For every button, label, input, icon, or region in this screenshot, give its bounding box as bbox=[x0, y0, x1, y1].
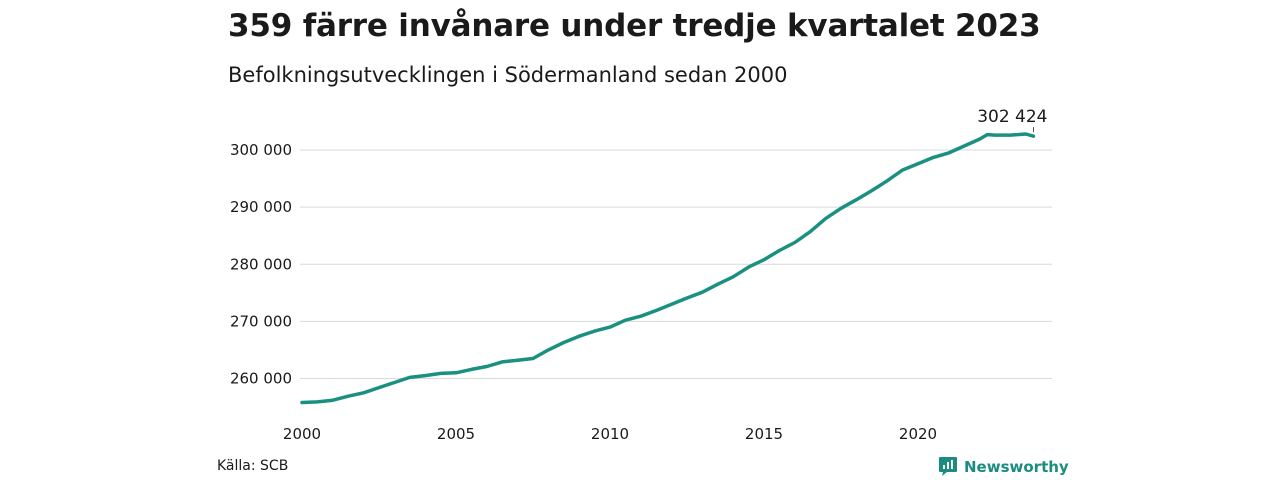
source-note: Källa: SCB bbox=[217, 458, 289, 474]
y-tick-label: 270 000 bbox=[230, 312, 292, 330]
series-layer bbox=[300, 132, 1036, 405]
x-tick-label: 2000 bbox=[283, 425, 321, 443]
annotation-layer: 302 424 bbox=[977, 107, 1048, 133]
series-line-population bbox=[300, 132, 1036, 405]
grid-lines bbox=[300, 149, 1052, 379]
end-value-label: 302 424 bbox=[977, 107, 1047, 127]
x-tick-label: 2010 bbox=[591, 425, 629, 443]
x-tick-label: 2015 bbox=[745, 425, 783, 443]
chart-title: 359 färre invånare under tredje kvartale… bbox=[228, 8, 1041, 44]
y-tick-label: 260 000 bbox=[230, 370, 292, 388]
x-tick-label: 2005 bbox=[437, 425, 475, 443]
y-axis-tick-labels: 260 000 270 000 280 000 290 000 300 000 bbox=[230, 141, 292, 388]
newsworthy-logo-icon bbox=[939, 457, 957, 476]
x-axis-tick-labels: 2000 2005 2010 2015 2020 bbox=[283, 425, 937, 443]
y-tick-label: 290 000 bbox=[230, 198, 292, 216]
brand-name: Newsworthy bbox=[964, 457, 1069, 476]
x-tick-label: 2020 bbox=[899, 425, 937, 443]
y-tick-label: 280 000 bbox=[230, 255, 292, 273]
brand-logo: Newsworthy bbox=[938, 456, 1069, 477]
chart-subtitle: Befolkningsutvecklingen i Södermanland s… bbox=[228, 63, 788, 87]
y-tick-label: 300 000 bbox=[230, 141, 292, 159]
